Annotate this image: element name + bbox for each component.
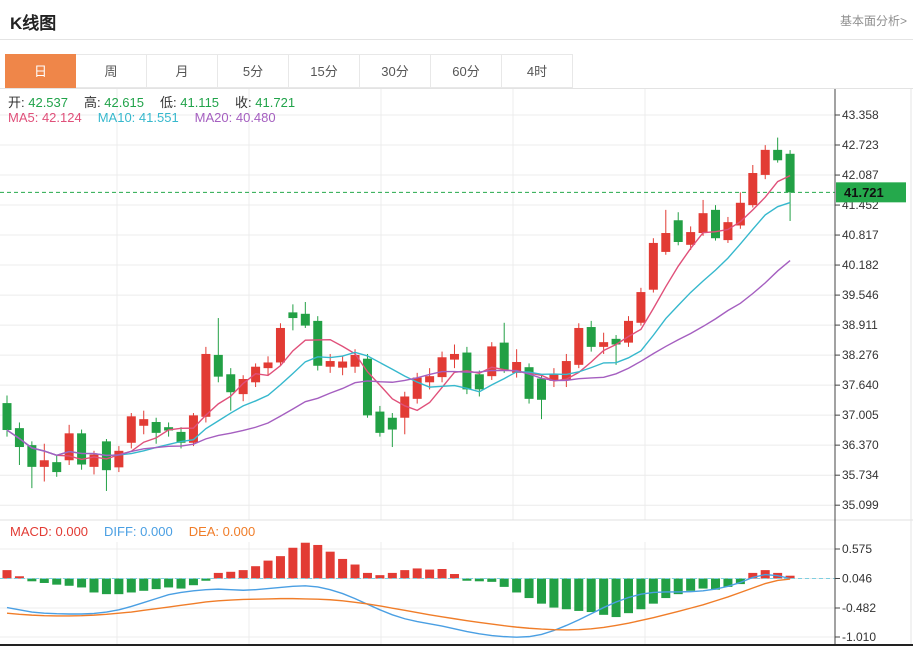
dea-line (6, 578, 791, 631)
ma-undefined: MA10: 41.551 (98, 110, 179, 125)
axis-tick-label: 38.911 (842, 318, 878, 332)
ma-undefined: MA5: 42.124 (8, 110, 82, 125)
axis-tick-label: 39.546 (842, 288, 879, 302)
tab-4时[interactable]: 4时 (502, 54, 573, 88)
ohlc-2-value: 41.115 (176, 95, 220, 110)
tab-日[interactable]: 日 (5, 54, 76, 88)
tab-60分[interactable]: 60分 (431, 54, 502, 88)
ohlc-info-row: 开: 42.537 高: 42.615 低: 41.115 收: 41.721 (8, 92, 311, 111)
ma5-line (6, 175, 791, 461)
page-title: K线图 (10, 14, 57, 33)
ohlc-1-value: 42.615 (100, 95, 144, 110)
ma-undefined-label: MA5: (8, 110, 39, 125)
axis-tick-label: 37.640 (842, 378, 879, 392)
macd-ind-1: DIFF: 0.000 (104, 524, 173, 539)
last-price-badge-text: 41.721 (844, 185, 884, 200)
tab-30分[interactable]: 30分 (360, 54, 431, 88)
macd-ind-0-label: MACD: (10, 524, 52, 539)
axis-tick-label: 40.817 (842, 228, 879, 242)
ohlc-0-label: 开: (8, 95, 25, 110)
tab-周[interactable]: 周 (76, 54, 147, 88)
ohlc-0-value: 42.537 (24, 95, 68, 110)
diff-line (6, 573, 791, 638)
axis-tick-label: 36.370 (842, 438, 879, 452)
ma-info-row: MA5: 42.124 MA10: 41.551 MA20: 40.480 (8, 110, 292, 125)
ma-undefined-label: MA10: (97, 110, 136, 125)
tab-月[interactable]: 月 (147, 54, 218, 88)
ma20-line (6, 260, 791, 457)
axis-tick-label: 38.276 (842, 348, 879, 362)
axis-tick-label: -0.482 (842, 601, 876, 615)
axis-tick-label: 35.099 (842, 498, 879, 512)
ohlc-2-label: 低: (160, 95, 177, 110)
y-axis: 43.35842.72342.08741.45240.81740.18239.5… (834, 89, 912, 645)
macd-ind-2-value: 0.000 (219, 524, 256, 539)
candles-layer (2, 137, 795, 491)
last-price-badge: 41.721 (836, 182, 906, 203)
tab-5分[interactable]: 5分 (218, 54, 289, 88)
ohlc-2: 低: 41.115 (160, 95, 219, 110)
chart-bottom-border (0, 644, 913, 646)
ohlc-1: 高: 42.615 (84, 95, 144, 110)
axis-tick-label: 42.723 (842, 138, 879, 152)
axis-tick-label: 0.046 (842, 572, 872, 586)
axis-tick-label: -1.010 (842, 630, 876, 644)
ma-undefined-value: 40.480 (232, 110, 276, 125)
ohlc-1-label: 高: (84, 95, 101, 110)
kline-chart-canvas: 43.35842.72342.08741.45240.81740.18239.5… (0, 89, 913, 646)
macd-ind-1-value: 0.000 (136, 524, 173, 539)
macd-ind-2-label: DEA: (188, 524, 220, 539)
gridlines (0, 89, 913, 644)
ma-lines-layer (6, 175, 791, 461)
ma-undefined-value: 42.124 (38, 110, 82, 125)
tab-15分[interactable]: 15分 (289, 54, 360, 88)
axis-tick-label: 0.575 (842, 542, 872, 556)
macd-ind-2: DEA: 0.000 (189, 524, 256, 539)
macd-histogram-layer (2, 542, 795, 618)
ma-undefined: MA20: 40.480 (195, 110, 276, 125)
ohlc-3: 收: 41.721 (235, 95, 295, 110)
macd-ind-0-value: 0.000 (51, 524, 89, 539)
ma-undefined-value: 41.551 (135, 110, 179, 125)
ma-undefined-label: MA20: (194, 110, 233, 125)
ma10-line (6, 201, 791, 457)
title-bar: K线图 基本面分析> (0, 0, 913, 40)
fundamental-analysis-link[interactable]: 基本面分析> (839, 14, 907, 28)
ohlc-3-value: 41.721 (251, 95, 296, 110)
macd-info-row: MACD: 0.000 DIFF: 0.000 DEA: 0.000 (10, 524, 271, 539)
axis-tick-label: 43.358 (842, 108, 879, 122)
axis-tick-label: 40.182 (842, 258, 879, 272)
macd-lines-layer (6, 573, 791, 638)
ohlc-0: 开: 42.537 (8, 95, 68, 110)
axis-tick-label: 37.005 (842, 408, 879, 422)
axis-tick-label: 42.087 (842, 168, 879, 182)
macd-ind-1-label: DIFF: (104, 524, 137, 539)
interval-tab-bar: 日周月 5分 15分 30分 60分 4时 (0, 54, 913, 89)
macd-ind-0: MACD: 0.000 (10, 524, 88, 539)
ohlc-3-label: 收: (235, 95, 252, 110)
axis-tick-label: 35.734 (842, 468, 879, 482)
